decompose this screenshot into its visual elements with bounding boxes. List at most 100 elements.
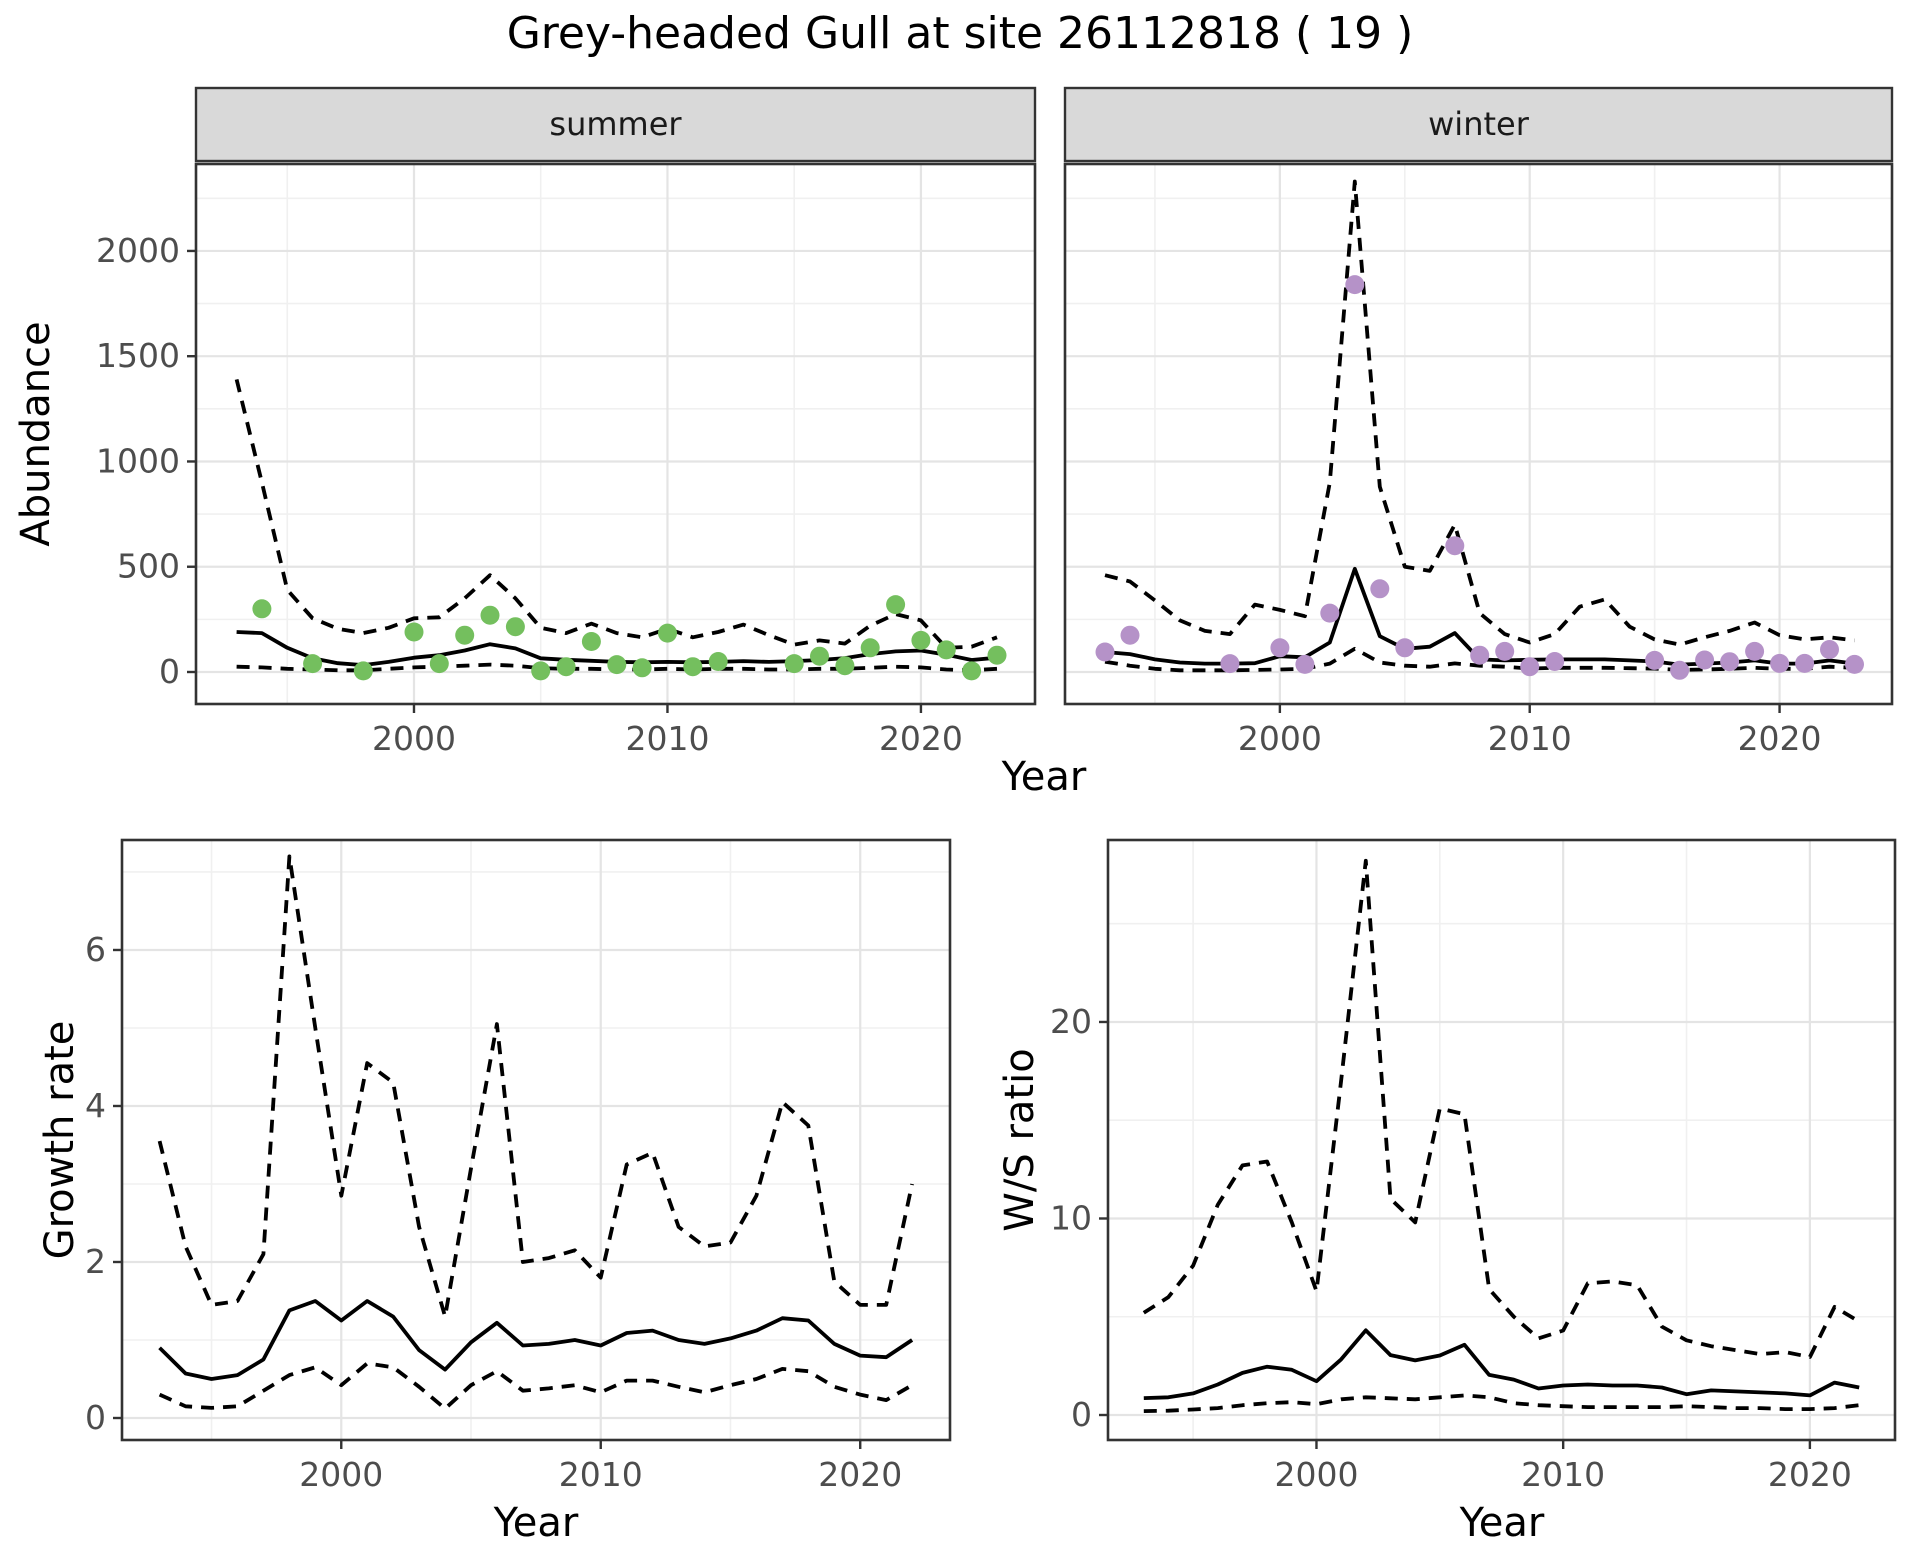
x-tick-label: 2010 [559,1455,643,1494]
panel-background [1108,840,1895,1440]
data-point [1670,660,1690,680]
x-tick-label: 2010 [1488,719,1572,758]
data-point [1220,654,1240,674]
grid-minor [122,840,950,1440]
data-point [556,657,576,677]
data-point [962,661,982,681]
data-point [581,632,601,651]
axis-ticks: 2000 2010 2020 0 500 1000 1500 2000 [96,231,963,758]
panel-border [194,162,1037,706]
ci-lower-line [1143,1393,1860,1413]
data-point [708,652,728,671]
data-point [505,617,525,637]
data-point [1820,640,1839,659]
facet-strip-summer-label: summer [549,105,682,143]
observed-counts-winter [1095,275,1864,680]
x-tick-label: 2000 [299,1455,383,1494]
ws-year-axis-title: Year [1459,1500,1545,1546]
x-tick-label: 2020 [1768,1455,1852,1494]
observed-counts-summer [252,595,1007,681]
y-tick-label: 1500 [96,336,180,375]
grid-minor [1065,164,1892,704]
y-tick-label: 0 [159,652,180,691]
data-point [480,605,500,625]
ci-lower-line [1104,646,1855,673]
plot-title: Grey-headed Gull at site 26112818 ( 19 ) [506,8,1414,59]
y-tick-label: 4 [85,1086,106,1125]
data-point [1770,653,1790,673]
ci-upper-line [1104,179,1855,647]
data-point [1795,653,1815,673]
ci-upper-line [234,378,998,650]
grid-minor [196,164,1035,704]
x-tick-label: 2020 [818,1455,902,1494]
growth-rate-axis-title: Growth rate [37,1020,83,1260]
data-point [1295,654,1315,674]
data-point [1445,536,1465,556]
axis-ticks: 2000 2010 2020 0 2 4 6 [85,930,902,1494]
ci-upper-line [157,854,914,1319]
median-line [158,1299,914,1381]
y-tick-label: 10 [1050,1198,1092,1237]
data-point [1320,603,1340,623]
data-point [810,646,829,666]
y-tick-label: 20 [1050,1002,1092,1041]
x-tick-label: 2000 [1238,719,1322,758]
data-point [784,654,804,674]
data-point [252,599,272,619]
y-tick-label: 2 [85,1242,106,1281]
panel-ws-ratio: 2000 2010 2020 0 10 20 [1050,838,1897,1494]
data-point [936,640,956,660]
data-point [1720,652,1740,672]
x-tick-label: 2000 [1274,1455,1358,1494]
y-tick-label: 0 [85,1398,106,1437]
data-point [987,645,1007,665]
panel-abundance-summer: 2000 2010 2020 0 500 1000 1500 2000 [96,86,1037,758]
data-point [860,638,880,658]
facet-strip [1063,86,1894,163]
data-point [886,595,906,615]
data-point [658,623,677,643]
data-point [911,630,931,650]
y-tick-label: 6 [85,930,106,969]
x-tick-label: 2020 [879,719,963,758]
axis-ticks: 2000 2010 2020 [1238,704,1822,758]
panel-growth-rate: 2000 2010 2020 0 2 4 6 [85,838,952,1494]
panel-background [1065,164,1892,704]
data-point [1495,641,1515,661]
data-point [303,654,323,674]
y-tick-label: 500 [117,547,180,586]
data-point [632,658,652,678]
data-point [1095,642,1115,662]
panel-border [1106,838,1897,1442]
data-point [1695,650,1715,670]
panel-border [120,838,952,1442]
data-point [1395,638,1415,658]
y-tick-label: 1000 [96,441,180,480]
data-point [1645,650,1665,670]
data-point [404,622,424,642]
x-tick-label: 2020 [1738,719,1822,758]
grid-major [196,164,1035,704]
top-year-axis-title: Year [1001,754,1087,800]
data-point [835,656,855,676]
abundance-axis-title: Abundance [13,321,59,547]
grid-major [1108,840,1895,1440]
y-tick-label: 2000 [96,231,180,270]
data-point [1370,579,1390,599]
data-point [455,625,475,645]
data-point [1845,654,1864,674]
data-point [429,654,449,674]
data-point [1345,275,1365,295]
x-tick-label: 2000 [372,719,456,758]
y-tick-label: 0 [1071,1395,1092,1434]
facet-strip-winter-label: winter [1428,105,1529,143]
data-point [353,661,373,681]
x-tick-label: 2010 [1521,1455,1605,1494]
data-point [1470,645,1490,665]
facet-strip [194,86,1037,163]
data-point [683,657,703,677]
data-point [1520,657,1540,677]
